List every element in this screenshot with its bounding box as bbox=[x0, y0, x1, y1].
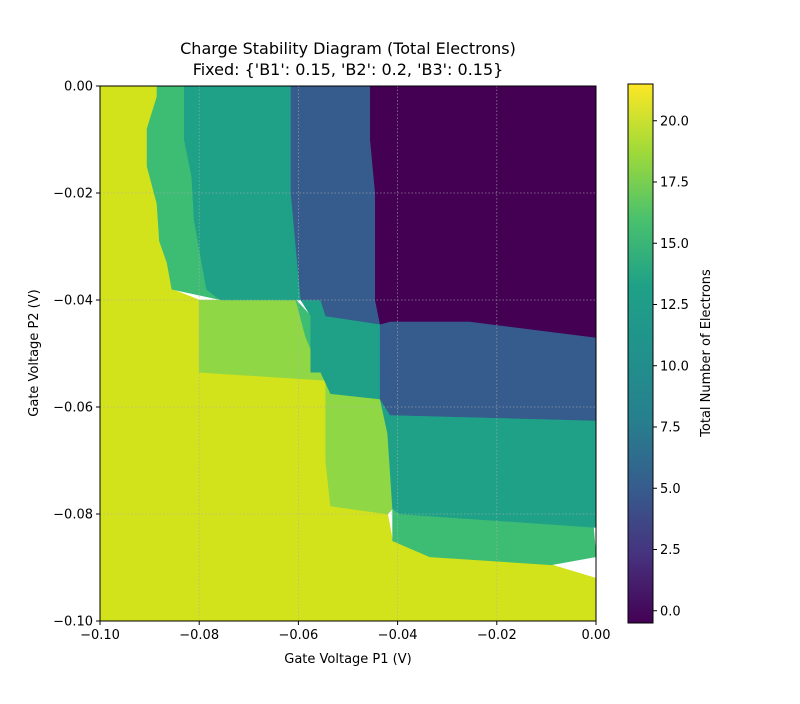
region-7-electrons bbox=[290, 85, 381, 325]
x-tick-label: −0.02 bbox=[477, 628, 517, 643]
x-axis-label: Gate Voltage P1 (V) bbox=[284, 652, 411, 667]
y-tick-label: −0.08 bbox=[53, 508, 93, 523]
y-tick-label: −0.02 bbox=[53, 187, 93, 202]
colorbar-tick-label: 7.5 bbox=[660, 421, 681, 436]
y-tick-label: −0.06 bbox=[53, 401, 93, 416]
x-tick-label: 0.00 bbox=[582, 628, 611, 643]
region-7-electrons bbox=[379, 321, 597, 421]
chart-subtitle: Fixed: {'B1': 0.15, 'B2': 0.2, 'B3': 0.1… bbox=[192, 60, 504, 79]
x-axis-ticks: −0.10 −0.08 −0.06 −0.04 −0.02 0.00 bbox=[80, 621, 610, 643]
x-tick-label: −0.08 bbox=[179, 628, 219, 643]
colorbar-tick-label: 5.0 bbox=[660, 482, 681, 497]
x-tick-label: −0.04 bbox=[378, 628, 418, 643]
y-tick-label: 0.00 bbox=[64, 80, 93, 95]
colorbar-tick-label: 12.5 bbox=[660, 298, 689, 313]
y-axis-label: Gate Voltage P2 (V) bbox=[27, 289, 42, 416]
plot-frame bbox=[99, 85, 597, 622]
x-tick-label: −0.10 bbox=[80, 628, 120, 643]
colorbar-ticks: 0.0 2.5 5.0 7.5 10.0 12.5 15.0 17.5 20.0 bbox=[653, 114, 689, 619]
y-tick-label: −0.10 bbox=[53, 615, 93, 630]
colorbar-tick-label: 15.0 bbox=[660, 237, 689, 252]
chart-title: Charge Stability Diagram (Total Electron… bbox=[180, 39, 516, 58]
colorbar bbox=[627, 83, 654, 624]
colorbar-tick-label: 10.0 bbox=[660, 359, 689, 374]
colorbar-tick-label: 17.5 bbox=[660, 176, 689, 191]
colorbar-tick-label: 0.0 bbox=[660, 604, 681, 619]
y-tick-label: −0.04 bbox=[53, 294, 93, 309]
heatmap-regions bbox=[99, 85, 597, 622]
x-tick-label: −0.06 bbox=[278, 628, 318, 643]
colorbar-tick-label: 2.5 bbox=[660, 543, 681, 558]
y-axis-ticks: 0.00 −0.02 −0.04 −0.06 −0.08 −0.10 bbox=[53, 80, 100, 630]
colorbar-tick-label: 20.0 bbox=[660, 114, 689, 129]
colorbar-label: Total Number of Electrons bbox=[699, 269, 714, 438]
